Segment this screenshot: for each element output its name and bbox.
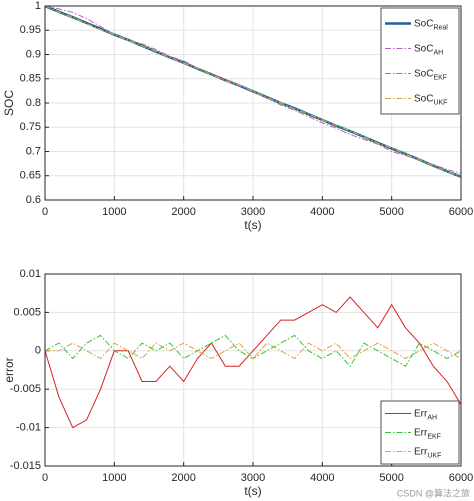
legend-label: ErrAH (414, 408, 437, 421)
series-line (45, 6, 461, 174)
x-tick-label: 6000 (449, 472, 473, 484)
legend-box (380, 7, 460, 115)
legend-subscript: UKF (427, 452, 441, 459)
legend-subscript: AH (427, 414, 437, 421)
x-tick-label: 0 (42, 472, 48, 484)
x-tick-label: 5000 (379, 206, 403, 218)
legend-name: SoC (414, 43, 433, 54)
y-tick-label: 0.9 (26, 48, 41, 60)
legend-subscript: EKF (433, 74, 447, 81)
legend-subscript: AH (433, 49, 443, 56)
x-axis-label: t(s) (244, 484, 261, 498)
y-tick-label: 0.8 (26, 97, 41, 109)
legend-subscript: UKF (433, 99, 447, 106)
x-tick-label: 3000 (241, 472, 265, 484)
y-tick-label: 0.01 (20, 268, 41, 280)
legend-label: SoCEKF (414, 68, 447, 81)
y-tick-label: 0.85 (20, 73, 41, 85)
axes-box (44, 5, 462, 201)
legend-name: SoC (414, 68, 433, 79)
series-line (45, 6, 461, 177)
x-tick-label: 5000 (379, 472, 403, 484)
y-axis-label: SOC (2, 90, 16, 116)
x-tick-label: 6000 (449, 206, 473, 218)
series-line (45, 342, 461, 360)
watermark: CSDN @算法之旅 (397, 487, 470, 498)
y-tick-label: 0.75 (20, 121, 41, 133)
x-tick-label: 0 (42, 206, 48, 218)
legend-name: SoC (414, 93, 433, 104)
y-tick-label: -0.005 (10, 383, 41, 395)
x-tick-label: 1000 (102, 472, 126, 484)
x-tick-label: 2000 (171, 206, 195, 218)
x-axis-label: t(s) (244, 218, 261, 232)
x-tick-label: 4000 (310, 206, 334, 218)
y-axis-label: error (2, 357, 16, 382)
legend-label: SoCReal (414, 18, 448, 31)
legend-subscript: Real (433, 24, 448, 31)
legend-name: Err (414, 427, 428, 438)
y-tick-label: 0.65 (20, 170, 41, 182)
x-tick-label: 4000 (310, 472, 334, 484)
legend-name: Err (414, 446, 428, 457)
legend-label: ErrUKF (414, 446, 441, 459)
x-tick-label: 3000 (241, 206, 265, 218)
legend-name: Err (414, 408, 428, 419)
y-tick-label: 0.95 (20, 24, 41, 36)
legend-subscript: EKF (427, 433, 441, 440)
legend-label: SoCAH (414, 43, 443, 56)
y-tick-label: -0.01 (16, 422, 41, 434)
legend-label: SoCUKF (414, 93, 447, 106)
y-tick-label: 0.005 (13, 306, 41, 318)
legend-name: SoC (414, 18, 433, 29)
legend-label: ErrEKF (414, 427, 441, 440)
x-tick-label: 1000 (102, 206, 126, 218)
axes-box (44, 273, 462, 467)
y-tick-label: -0.015 (10, 460, 41, 472)
y-tick-label: 1 (35, 0, 41, 12)
x-tick-label: 2000 (171, 472, 195, 484)
y-tick-label: 0.7 (26, 145, 41, 157)
y-tick-label: 0 (35, 345, 41, 357)
y-tick-label: 0.6 (26, 194, 41, 206)
series-line (45, 6, 461, 178)
